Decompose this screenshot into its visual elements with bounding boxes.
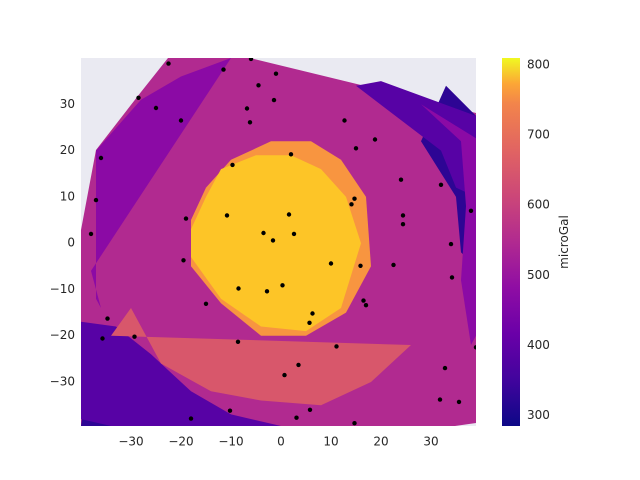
sample-point-43 xyxy=(363,303,369,308)
sample-point-22 xyxy=(224,213,230,218)
contour-fill-group xyxy=(81,58,476,426)
contour-region-8 xyxy=(191,155,361,332)
sample-point-48 xyxy=(100,336,105,341)
y-tick-label: 20 xyxy=(60,143,75,157)
colorbar-label: microGal xyxy=(557,215,571,269)
sample-point-36 xyxy=(391,262,396,268)
sample-point-49 xyxy=(132,334,137,339)
x-tick-label: 20 xyxy=(373,435,388,449)
sample-point-2 xyxy=(248,58,254,62)
x-tick-label: −20 xyxy=(168,435,193,449)
colorbar-tick-label: 500 xyxy=(527,268,550,282)
sample-point-7 xyxy=(244,106,250,111)
sample-point-23 xyxy=(286,212,292,217)
sample-point-38 xyxy=(280,283,285,288)
x-tick-label: 0 xyxy=(277,435,285,449)
sample-point-1 xyxy=(221,67,226,72)
sample-point-15 xyxy=(98,155,104,161)
sample-point-56 xyxy=(456,399,462,405)
sample-point-24 xyxy=(183,216,189,221)
sample-point-60 xyxy=(294,415,299,420)
sample-point-6 xyxy=(153,105,159,111)
x-axis: −30 −20 −10 0 10 20 30 xyxy=(118,435,438,449)
sample-point-46 xyxy=(105,316,110,321)
sample-point-39 xyxy=(236,286,241,291)
sample-point-21 xyxy=(352,196,357,201)
sample-point-30 xyxy=(291,231,297,237)
colorbar-tick-label: 600 xyxy=(527,198,550,212)
sample-point-45 xyxy=(307,320,312,325)
x-tick-label: −10 xyxy=(218,435,243,449)
sample-point-53 xyxy=(282,372,287,378)
sample-point-26 xyxy=(468,208,474,213)
y-tick-label: 30 xyxy=(60,97,75,111)
sample-point-40 xyxy=(264,289,270,294)
sample-point-5 xyxy=(136,95,141,101)
sample-point-27 xyxy=(400,222,406,227)
sample-points-group xyxy=(88,58,476,426)
sample-point-14 xyxy=(288,152,294,157)
sample-point-50 xyxy=(334,344,339,349)
colorbar-tick-label: 400 xyxy=(527,338,550,352)
sample-point-32 xyxy=(448,241,454,247)
contour-region-5 xyxy=(421,104,476,345)
sample-point-0 xyxy=(166,61,171,66)
sample-point-58 xyxy=(307,407,313,412)
sample-point-19 xyxy=(93,197,99,203)
sample-point-41 xyxy=(203,301,209,306)
y-tick-label: −10 xyxy=(50,282,75,296)
x-tick-label: −30 xyxy=(118,435,143,449)
sample-point-37 xyxy=(449,275,455,280)
sample-point-17 xyxy=(398,177,404,182)
x-tick-label: 30 xyxy=(423,435,438,449)
colorbar-tick-label: 800 xyxy=(527,58,550,72)
contour-region-4 xyxy=(91,58,231,308)
y-tick-label: −20 xyxy=(50,328,75,342)
y-tick-label: 0 xyxy=(67,236,75,250)
colorbar-axis: 300 400 500 600 700 800 xyxy=(527,58,550,423)
y-tick-label: −30 xyxy=(50,375,75,389)
sample-point-13 xyxy=(353,146,359,151)
sample-point-18 xyxy=(438,182,444,187)
contour-region-2 xyxy=(81,321,281,426)
sample-point-10 xyxy=(247,120,253,125)
sample-point-11 xyxy=(342,118,347,123)
contour-region-3 xyxy=(356,81,476,197)
sample-point-12 xyxy=(372,137,378,142)
sample-point-52 xyxy=(296,362,301,368)
sample-point-51 xyxy=(473,345,476,350)
y-tick-label: 10 xyxy=(60,189,75,203)
sample-point-57 xyxy=(227,408,233,413)
sample-point-33 xyxy=(181,258,186,263)
sample-point-20 xyxy=(349,202,354,207)
sample-point-35 xyxy=(358,263,363,268)
sample-point-42 xyxy=(361,298,366,303)
sample-point-8 xyxy=(271,97,277,103)
sample-point-55 xyxy=(437,397,443,402)
colorbar-tick-label: 300 xyxy=(527,408,550,422)
x-tick-label: 10 xyxy=(323,435,338,449)
sample-point-34 xyxy=(328,261,334,266)
colorbar xyxy=(502,58,520,426)
sample-point-59 xyxy=(188,416,194,421)
sample-point-3 xyxy=(273,71,279,76)
colorbar-tick-label: 700 xyxy=(527,128,550,142)
sample-point-29 xyxy=(261,230,266,236)
sample-point-25 xyxy=(400,213,406,218)
y-axis: −30 −20 −10 0 10 20 30 xyxy=(50,97,75,389)
sample-point-4 xyxy=(256,83,261,88)
sample-point-47 xyxy=(235,339,241,344)
sample-point-44 xyxy=(310,311,315,316)
sample-point-28 xyxy=(88,231,94,237)
sample-point-16 xyxy=(230,162,235,168)
sample-point-54 xyxy=(442,365,448,371)
sample-point-31 xyxy=(270,238,276,243)
sample-point-61 xyxy=(352,421,357,426)
sample-point-9 xyxy=(178,118,184,123)
contour-region-6 xyxy=(111,308,411,406)
